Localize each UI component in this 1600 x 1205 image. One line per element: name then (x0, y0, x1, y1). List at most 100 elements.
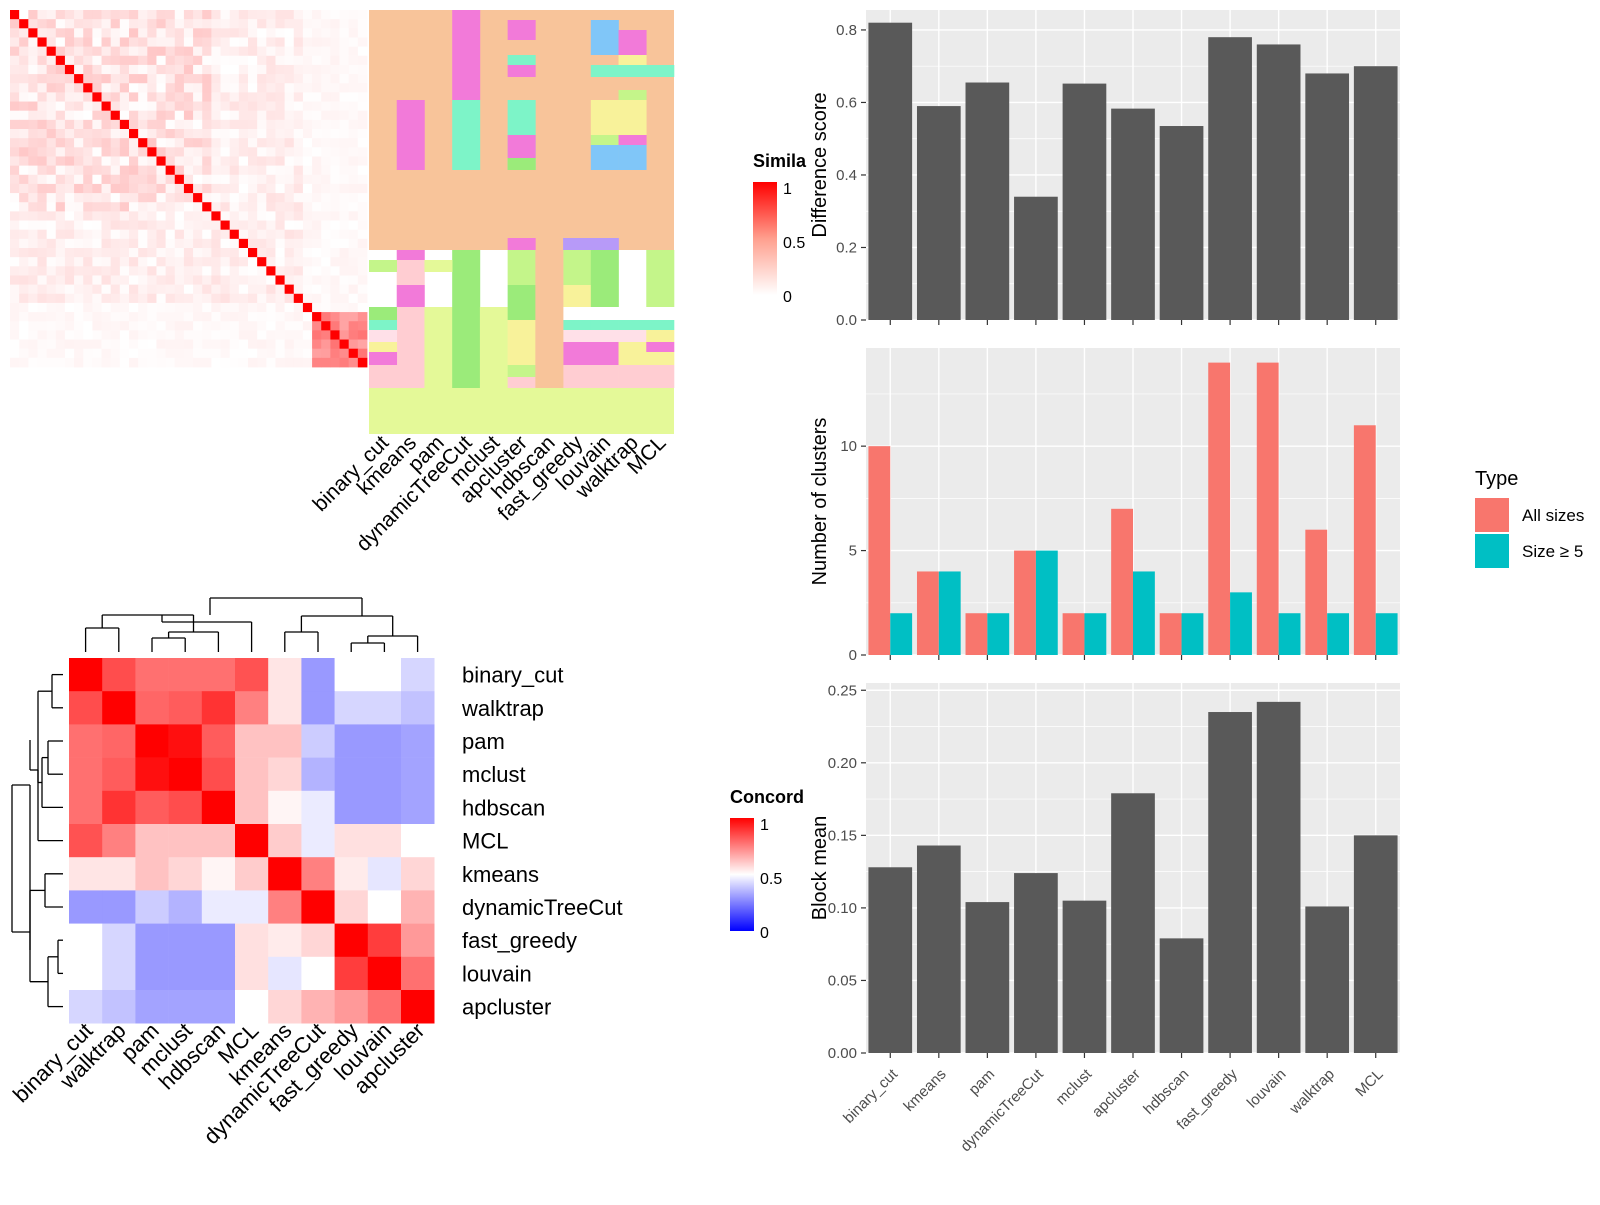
similarity-cell (83, 348, 93, 359)
similarity-cell (174, 165, 185, 176)
concordance-cell (201, 757, 236, 792)
similarity-cell (193, 348, 203, 359)
similarity-cell (248, 46, 258, 57)
similarity-cell (220, 19, 231, 29)
similarity-cell (37, 275, 48, 286)
similarity-cell (10, 92, 20, 102)
similarity-cell (284, 147, 295, 157)
similarity-cell (220, 357, 231, 368)
similarity-cell (55, 74, 66, 84)
similarity-cell (248, 339, 258, 350)
similarity-cell (110, 348, 121, 359)
similarity-cell (119, 348, 130, 359)
concordance-tick-1: 1 (760, 817, 769, 834)
concordance-cell (168, 857, 203, 891)
similarity-cell (193, 28, 203, 38)
similarity-cell (83, 28, 93, 38)
similarity-cell (174, 238, 185, 249)
x-tick-label: MCL (1352, 1066, 1386, 1100)
similarity-cell (248, 248, 258, 258)
similarity-cell (348, 46, 359, 57)
concordance-cell (201, 790, 236, 825)
similarity-tick-0: 0 (783, 289, 792, 306)
similarity-cell (129, 55, 139, 66)
similarity-cell (238, 220, 249, 231)
similarity-cell (266, 302, 276, 313)
similarity-cell (55, 266, 66, 276)
similarity-cell (183, 302, 194, 313)
similarity-cell (174, 37, 185, 48)
similarity-cell (74, 211, 84, 221)
similarity-cell (119, 138, 130, 148)
assignment-block (507, 377, 536, 388)
similarity-cell (211, 321, 221, 331)
similarity-cell (138, 165, 148, 176)
similarity-cell (275, 37, 286, 48)
bar-all-sizes (868, 446, 891, 655)
similarity-cell (10, 110, 20, 121)
similarity-cell (138, 147, 148, 157)
assignment-block (396, 250, 425, 260)
similarity-cell (266, 293, 276, 304)
assignment-block (507, 158, 536, 170)
similarity-cell (101, 202, 112, 212)
similarity-cell (330, 74, 340, 84)
similarity-cell (321, 293, 331, 304)
similarity-cell (220, 248, 231, 258)
similarity-cell (74, 64, 84, 75)
similarity-cell (10, 129, 20, 139)
similarity-cell (312, 293, 322, 304)
similarity-cell (101, 147, 112, 157)
concordance-cell (401, 824, 435, 858)
similarity-cell (202, 138, 212, 148)
concordance-cell (201, 691, 236, 725)
similarity-cell (257, 220, 267, 231)
similarity-cell (321, 330, 331, 340)
bar (1159, 938, 1204, 1053)
similarity-cell (174, 46, 185, 57)
bar (1111, 108, 1155, 321)
similarity-cell (165, 266, 176, 276)
similarity-cell (74, 302, 84, 313)
similarity-cell (37, 101, 48, 112)
similarity-cell (275, 183, 286, 194)
similarity-cell (92, 19, 102, 29)
similarity-cell (321, 312, 331, 322)
similarity-cell (165, 302, 176, 313)
similarity-cell (92, 275, 102, 286)
similarity-cell (266, 92, 276, 102)
similarity-cell (92, 357, 102, 368)
concordance-cell (401, 956, 435, 991)
similarity-cell (156, 101, 167, 112)
similarity-cell (339, 183, 350, 194)
similarity-cell (110, 19, 121, 29)
similarity-cell (266, 275, 276, 286)
similarity-cell (220, 229, 231, 240)
similarity-cell (330, 229, 340, 240)
similarity-cell (202, 238, 212, 249)
concordance-row-label: apcluster (462, 995, 551, 1020)
concordance-cell (334, 956, 369, 991)
similarity-cell (257, 248, 267, 258)
similarity-cell (156, 183, 167, 194)
similarity-cell (10, 74, 20, 84)
similarity-cell (220, 110, 231, 121)
similarity-cell (165, 174, 176, 185)
similarity-cell (183, 339, 194, 350)
concordance-cell (102, 824, 136, 858)
similarity-cell (37, 229, 48, 240)
similarity-cell (302, 266, 313, 276)
similarity-heatmap (10, 10, 368, 368)
similarity-cell (193, 357, 203, 368)
similarity-cell (19, 229, 29, 240)
similarity-cell (83, 156, 93, 167)
similarity-cell (275, 156, 286, 167)
similarity-cell (321, 266, 331, 276)
similarity-cell (92, 37, 102, 48)
similarity-cell (275, 266, 286, 276)
similarity-cell (357, 339, 368, 350)
similarity-cell (129, 183, 139, 194)
similarity-cell (229, 284, 240, 295)
similarity-cell (312, 138, 322, 148)
